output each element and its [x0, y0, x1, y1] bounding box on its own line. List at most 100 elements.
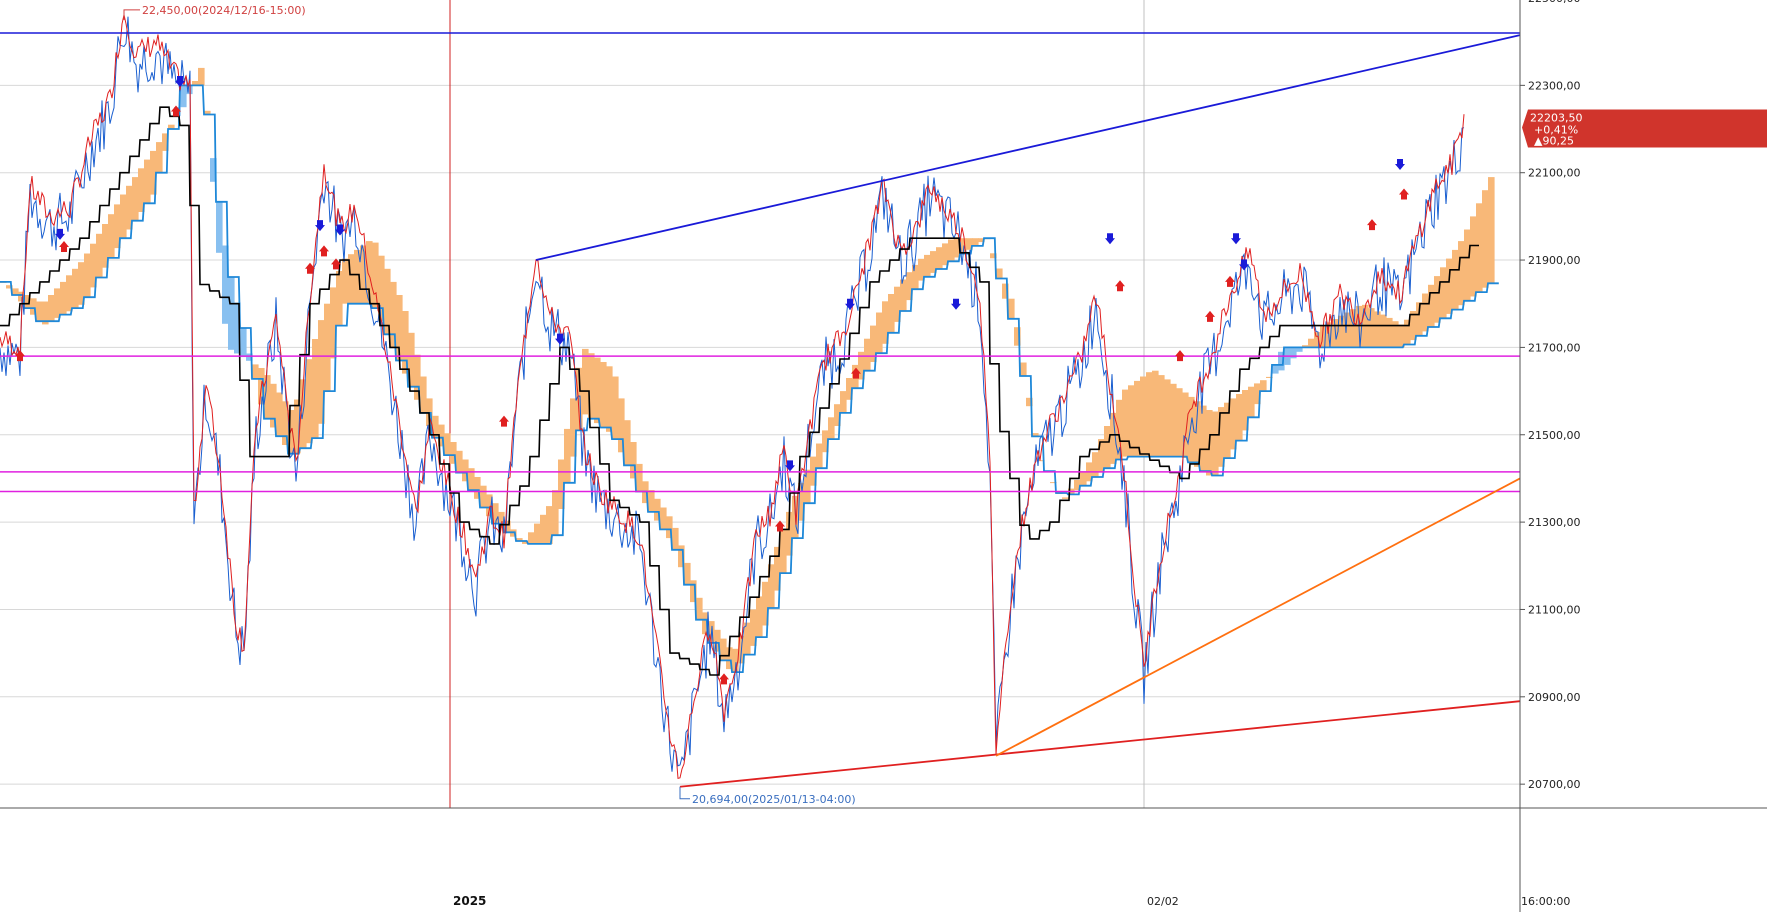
cloud-segment-327 — [654, 498, 661, 521]
trendline-orange — [995, 477, 1521, 757]
cloud-segment-123 — [246, 353, 253, 361]
cloud-segment-270 — [540, 514, 547, 544]
cloud-segment-66 — [132, 177, 139, 221]
cloud-segment-399 — [798, 482, 805, 521]
cloud-segment-84 — [168, 124, 175, 130]
cloud-segment-639 — [1278, 351, 1285, 371]
buy-signal-3 — [305, 262, 315, 274]
cloud-segment-624 — [1248, 386, 1255, 418]
y-tick-label-9: 22500,00 — [1528, 0, 1581, 5]
cloud-segment-111 — [222, 245, 229, 324]
cloud-segment-294 — [588, 353, 595, 419]
y-tick-label-8: 22300,00 — [1528, 79, 1581, 92]
cloud-segment-303 — [606, 366, 613, 432]
cloud-segment-588 — [1176, 388, 1183, 457]
cloud-segment-510 — [1020, 362, 1027, 376]
cloud-segment-78 — [156, 142, 163, 173]
cloud-segment-249 — [498, 511, 505, 528]
y-tick-label-7: 22100,00 — [1528, 167, 1581, 180]
cloud-segment-738 — [1476, 203, 1483, 293]
sell-signal-6 — [845, 298, 855, 310]
cloud-segment-237 — [474, 477, 481, 499]
cloud-segment-126 — [252, 364, 259, 379]
cloud-segment-375 — [750, 609, 757, 646]
cloud-segment-606 — [1212, 411, 1219, 476]
cloud-segment-144 — [288, 410, 295, 454]
cloud-segment-609 — [1218, 407, 1225, 467]
cloud-segment-414 — [828, 417, 835, 440]
high-annotation: 22,450,00(2024/12/16-15:00) — [142, 4, 306, 17]
cloud-segment-171 — [342, 258, 349, 304]
cloud-segment-384 — [768, 564, 775, 608]
cloud-segment-462 — [924, 254, 931, 277]
buy-signal-9 — [851, 367, 861, 379]
cloud-segment-717 — [1434, 276, 1441, 323]
cloud-segment-222 — [444, 433, 451, 456]
buy-signal-11 — [1175, 350, 1185, 362]
cloud-segment-549 — [1098, 439, 1105, 473]
cloud-segment-33 — [66, 275, 73, 312]
cloud-segment-621 — [1242, 390, 1249, 431]
cloud-segment-291 — [582, 348, 589, 415]
cloud-segment-297 — [594, 357, 601, 424]
cloud-segment-90 — [180, 85, 187, 108]
x-tick-label-0: 2025 — [453, 894, 486, 908]
cloud-segment-357 — [714, 629, 721, 652]
buy-signal-10 — [1115, 280, 1125, 292]
cloud-segment-114 — [228, 277, 235, 350]
cloud-segment-585 — [1170, 383, 1177, 457]
cloud-segment-318 — [636, 463, 643, 492]
sell-signal-8 — [1105, 233, 1115, 245]
cloud-segment-216 — [432, 415, 439, 438]
cloud-segment-348 — [696, 597, 703, 620]
cloud-segment-618 — [1236, 394, 1243, 441]
cloud-segment-6 — [12, 288, 19, 295]
badge-background — [1522, 109, 1767, 148]
cloud-segment-732 — [1464, 229, 1471, 301]
cloud-segment-597 — [1194, 401, 1201, 467]
fast-ma-line — [0, 14, 1465, 780]
cloud-segment-498 — [996, 268, 1003, 279]
cloud-segment-243 — [486, 494, 493, 517]
cloud-segment-207 — [414, 354, 421, 400]
cloud-segment-561 — [1122, 389, 1129, 457]
buy-signal-6 — [499, 415, 509, 427]
cloud-segment-339 — [678, 545, 685, 568]
buy-signal-0 — [15, 350, 25, 362]
cloud-segment-189 — [378, 255, 385, 322]
cloud-segment-546 — [1092, 452, 1099, 477]
cloud-segment-432 — [864, 338, 871, 371]
buy-signal-15 — [1399, 188, 1409, 200]
cloud-segment-246 — [492, 503, 499, 524]
cloud-segment-393 — [786, 511, 793, 556]
cloud-segment-696 — [1392, 321, 1399, 348]
cloud-segment-447 — [894, 286, 901, 322]
cloud-segment-723 — [1446, 258, 1453, 314]
overlay-lines — [0, 32, 1521, 788]
cloud-segment-342 — [684, 562, 691, 585]
buy-signal-12 — [1205, 310, 1215, 322]
cloud-segment-276 — [552, 490, 559, 536]
cloud-segment-228 — [456, 450, 463, 473]
cloud-segment-615 — [1230, 398, 1237, 450]
base-line — [0, 106, 1479, 676]
cloud-segment-459 — [918, 258, 925, 281]
buy-signal-14 — [1367, 219, 1377, 231]
cloud-segment-51 — [102, 224, 109, 268]
cloud-segment-231 — [462, 459, 469, 482]
cloud-segment-408 — [816, 443, 823, 469]
cloud-segment-735 — [1470, 216, 1477, 297]
cloud-segment-438 — [876, 312, 883, 354]
cloud-segment-420 — [840, 391, 847, 413]
change-value-label: ▲90,25 — [1534, 134, 1574, 147]
sell-signal-10 — [1239, 259, 1249, 271]
cloud-segment-582 — [1164, 379, 1171, 457]
cloud-segment-273 — [546, 506, 553, 544]
cloud-segment-480 — [960, 238, 967, 254]
cloud-segment-63 — [126, 185, 133, 230]
cloud-segment-672 — [1344, 312, 1351, 348]
cloud-segment-576 — [1152, 370, 1159, 457]
cloud-segment-504 — [1008, 298, 1015, 319]
